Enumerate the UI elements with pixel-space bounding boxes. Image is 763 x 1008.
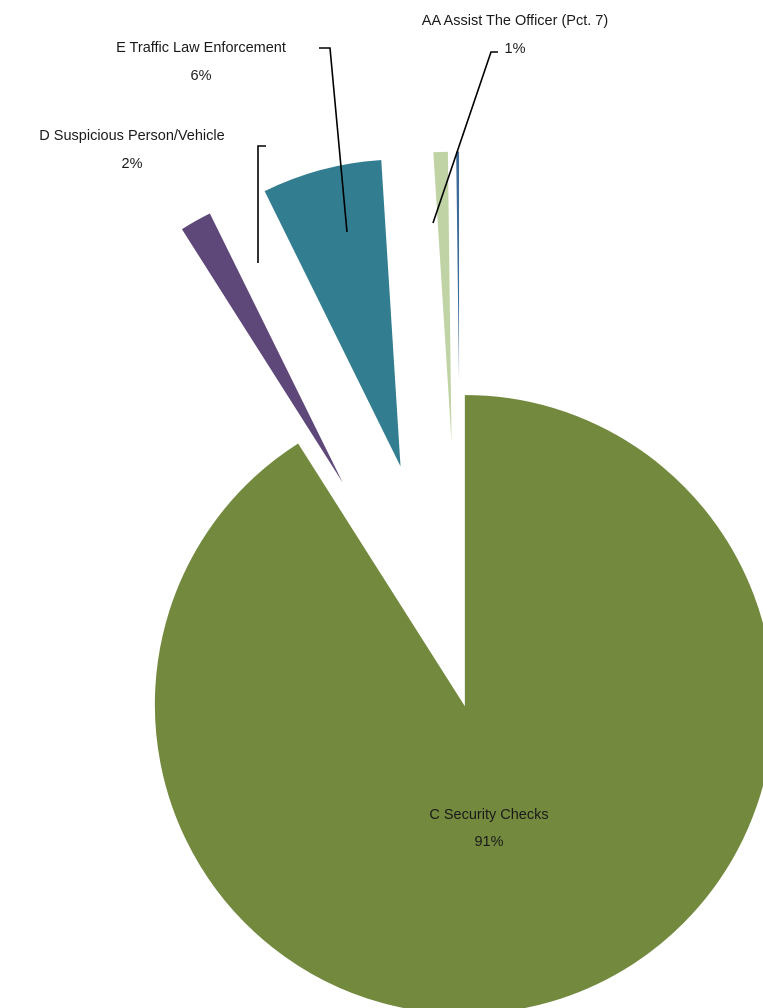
leader-line-d-suspicious bbox=[257, 145, 266, 263]
pie-slices bbox=[153, 150, 763, 1008]
data-labels: C Security Checks 91% D Suspicious Perso… bbox=[39, 13, 608, 850]
slice-c-security-checks bbox=[153, 394, 763, 1008]
slice-percent-d-suspicious: 2% bbox=[122, 156, 143, 172]
slice-label-c-security-checks: C Security Checks bbox=[429, 807, 548, 823]
leader-line-e-traffic bbox=[319, 47, 348, 233]
slice-aa-assist-officer bbox=[432, 150, 453, 462]
slice-percent-e-traffic: 6% bbox=[191, 68, 212, 84]
slice-e-traffic bbox=[263, 158, 402, 470]
leader-lines bbox=[257, 47, 498, 263]
slice-label-e-traffic: E Traffic Law Enforcement bbox=[116, 40, 286, 56]
slice-d-suspicious bbox=[180, 212, 348, 492]
leader-line-aa-assist-officer bbox=[432, 51, 498, 224]
slice-label-aa-assist-officer: AA Assist The Officer (Pct. 7) bbox=[422, 13, 608, 29]
slice-percent-aa-assist-officer: 1% bbox=[505, 41, 526, 57]
slice-label-d-suspicious: D Suspicious Person/Vehicle bbox=[39, 128, 224, 144]
slice-other bbox=[455, 150, 461, 462]
slice-percent-c-security-checks: 91% bbox=[474, 834, 503, 850]
